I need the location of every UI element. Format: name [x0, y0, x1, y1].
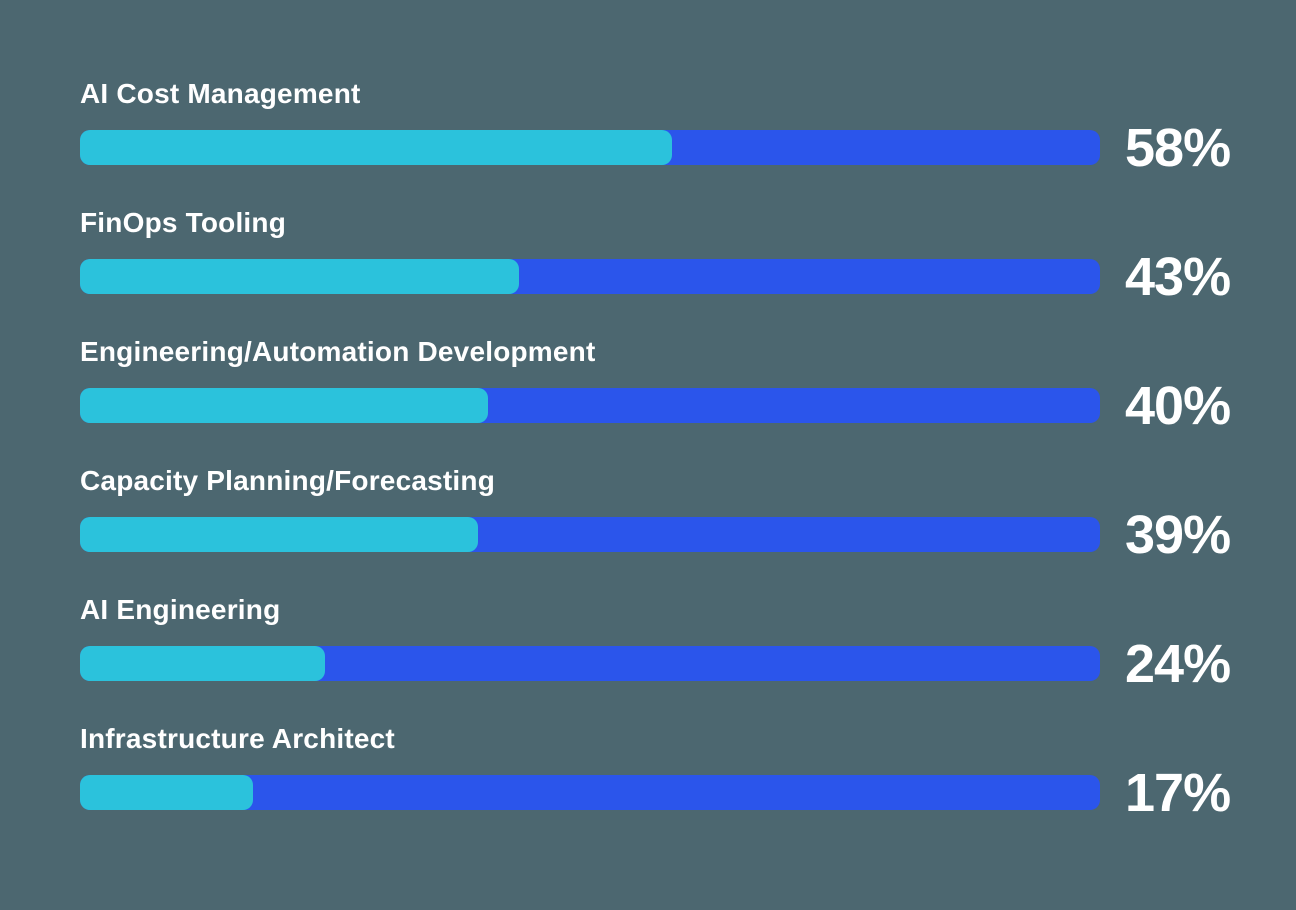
bar-row: AI Cost Management 58% [80, 77, 1231, 178]
bar-row: Engineering/Automation Development 40% [80, 335, 1231, 436]
bar-fill [80, 646, 325, 681]
bar-track [80, 259, 1100, 294]
bar-chart: AI Cost Management 58% FinOps Tooling 43… [80, 77, 1231, 823]
category-label: AI Cost Management [80, 78, 361, 109]
value-label: 43% [1125, 246, 1231, 307]
bar-track [80, 646, 1100, 681]
value-label: 58% [1125, 117, 1231, 178]
bar-track [80, 775, 1100, 810]
category-label: FinOps Tooling [80, 207, 287, 238]
bar-row: FinOps Tooling 43% [80, 206, 1231, 307]
bar-fill [80, 259, 519, 294]
value-label: 17% [1125, 762, 1231, 823]
value-label: 40% [1125, 375, 1231, 436]
value-label: 39% [1125, 504, 1231, 565]
bar-fill [80, 517, 478, 552]
bar-track [80, 130, 1100, 165]
category-label: AI Engineering [80, 594, 281, 625]
bar-row: AI Engineering 24% [80, 593, 1231, 694]
bar-fill [80, 775, 254, 810]
bar-fill [80, 388, 488, 423]
value-label: 24% [1125, 633, 1231, 694]
category-label: Capacity Planning/Forecasting [80, 465, 495, 496]
bar-row: Capacity Planning/Forecasting 39% [80, 464, 1231, 565]
bar-track [80, 388, 1100, 423]
category-label: Engineering/Automation Development [80, 336, 596, 367]
category-label: Infrastructure Architect [80, 723, 395, 754]
bar-row: Infrastructure Architect 17% [80, 722, 1231, 823]
bar-track [80, 517, 1100, 552]
bar-fill [80, 130, 672, 165]
